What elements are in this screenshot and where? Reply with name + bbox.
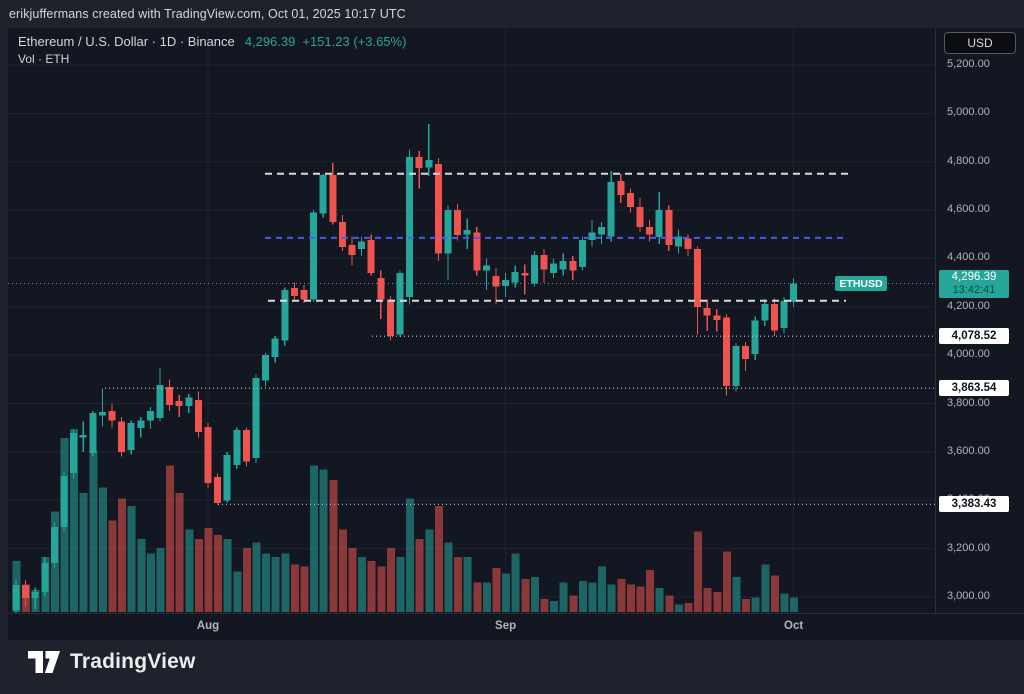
chart-legend: Ethereum / U.S. Dollar · 1D · Binance 4,2…	[18, 33, 413, 68]
time-axis[interactable]: Aug Sep Oct	[8, 613, 1024, 640]
currency-unit-button[interactable]: USD	[944, 32, 1016, 54]
time-axis-label: Aug	[196, 620, 220, 632]
footer: TradingView	[0, 640, 1024, 694]
level-lines	[8, 172, 935, 505]
time-axis-label: Sep	[495, 620, 517, 632]
price-tick: 5,000.00	[947, 106, 990, 119]
price-tick: 3,000.00	[947, 590, 990, 602]
tradingview-logo[interactable]: TradingView	[28, 650, 196, 674]
price-tick: 4,400.00	[947, 251, 990, 264]
legend-last-price: 4,296.39	[244, 34, 296, 49]
symbol-title[interactable]: Ethereum / U.S. Dollar · 1D · Binance	[18, 34, 235, 49]
price-chart-canvas[interactable]	[8, 28, 935, 613]
legend-symbol-row[interactable]: Ethereum / U.S. Dollar · 1D · Binance 4,2…	[18, 33, 413, 50]
price-level-badge: 3,383.43	[939, 496, 1009, 513]
time-axis-label: Oct	[784, 620, 804, 632]
price-tick: 3,800.00	[947, 396, 990, 409]
tradingview-logo-icon	[28, 651, 61, 673]
candlesticks	[12, 124, 798, 613]
symbol-price-flag: ETHUSD	[835, 276, 887, 291]
legend-change: +151.23 (+3.65%)	[302, 34, 407, 49]
price-level-badge: 4,078.52	[939, 328, 1009, 345]
attribution-bar: erikjuffermans created with TradingView.…	[0, 0, 1024, 28]
current-price-value: 4,296.39	[951, 270, 997, 283]
symbol-price-flag-text: ETHUSD	[839, 277, 883, 290]
currency-unit-label: USD	[967, 36, 993, 50]
legend-volume-row[interactable]: Vol · ETH	[18, 51, 413, 68]
price-tick: 3,200.00	[947, 541, 990, 554]
current-price-badge: 4,296.39 13:42:41	[939, 269, 1009, 298]
price-tick: 5,200.00	[947, 58, 990, 70]
price-tick: 4,600.00	[947, 203, 990, 216]
price-tick: 4,200.00	[947, 299, 990, 312]
tradingview-brand-text: TradingView	[70, 650, 196, 673]
price-tick: 4,000.00	[947, 348, 990, 361]
price-axis[interactable]: 5,200.00 5,000.00 4,800.00 4,600.00 4,400.00…	[935, 28, 1024, 613]
volume-bars	[12, 429, 799, 613]
volume-indicator-label[interactable]: Vol · ETH	[18, 52, 70, 66]
chart-panel: Ethereum / U.S. Dollar · 1D · Binance 4,2…	[8, 28, 1024, 640]
price-tick: 4,800.00	[947, 154, 990, 167]
price-level-badge: 3,863.54	[939, 380, 1009, 397]
attribution-text: erikjuffermans created with TradingView.…	[9, 7, 406, 21]
price-tick: 3,600.00	[947, 444, 990, 457]
bar-countdown: 13:42:41	[952, 283, 996, 296]
